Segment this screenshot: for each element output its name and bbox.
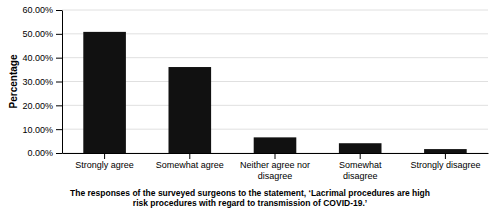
y-tick-label: 40.00% (22, 53, 53, 63)
y-tick-label: 0.00% (27, 148, 53, 158)
grid-line (62, 10, 488, 11)
x-tick-label-line: Somewhat (339, 160, 382, 170)
x-tick: Somewhat agree (156, 153, 224, 170)
y-tick-label: 50.00% (22, 29, 53, 39)
grid-line (62, 105, 488, 106)
x-tick: Strongly agree (75, 153, 134, 170)
grid-line (62, 57, 488, 58)
x-tick-label: Somewhatdisagree (339, 160, 382, 180)
y-tick-label: 30.00% (22, 77, 53, 87)
grid-line (62, 33, 488, 34)
y-tick: 30.00% (22, 77, 62, 87)
x-tick-label: Strongly agree (75, 160, 134, 170)
x-tick-label: Neither agree nordisagree (240, 160, 310, 180)
x-tick-label: Strongly disagree (410, 160, 480, 170)
x-tick: Strongly disagree (410, 153, 480, 170)
caption-line: risk procedures with regard to transmiss… (133, 198, 367, 208)
y-tick-label: 60.00% (22, 5, 53, 15)
y-tick-label: 20.00% (22, 101, 53, 111)
x-tick-label-line: Somewhat agree (156, 160, 224, 170)
bar (254, 137, 297, 153)
x-tick-label-line: Neither agree nor (240, 160, 310, 170)
y-tick-line (56, 34, 62, 35)
x-tick-line (104, 153, 105, 159)
x-tick-line (275, 153, 276, 159)
x-tick-label-line: disagree (343, 171, 378, 181)
chart: 0.00% 10.00% 20.00% 30.00% 40.00% 50.00% 60.00… (0, 0, 500, 215)
y-tick: 40.00% (22, 53, 62, 63)
y-tick-line (56, 129, 62, 130)
x-tick-label: Somewhat agree (156, 160, 224, 170)
y-axis-title: Percentage (8, 54, 19, 108)
y-tick: 50.00% (22, 29, 62, 39)
x-tick-line (360, 153, 361, 159)
x-tick-label-line: disagree (258, 171, 293, 181)
y-tick-line (56, 58, 62, 59)
y-tick-line (56, 10, 62, 11)
grid-line (62, 81, 488, 82)
x-tick-label-line: Strongly disagree (410, 160, 480, 170)
y-axis: 0.00% 10.00% 20.00% 30.00% 40.00% 50.00% 60.00… (22, 5, 62, 158)
grid-line (62, 129, 488, 130)
x-tick: Somewhatdisagree (339, 153, 382, 181)
y-tick-line (56, 105, 62, 106)
y-tick: 60.00% (22, 5, 62, 15)
y-tick-label: 10.00% (22, 125, 53, 135)
bar (424, 149, 467, 153)
bar (169, 67, 212, 153)
bar (83, 32, 126, 153)
bar (339, 143, 382, 153)
y-axis-line (62, 11, 63, 154)
x-axis: Strongly agree Somewhat agree Neither agre… (63, 153, 489, 181)
x-tick: Neither agree nordisagree (240, 153, 310, 181)
plot-area: 0.00% 10.00% 20.00% 30.00% 40.00% 50.00% 60.00… (22, 5, 488, 180)
x-tick-line (189, 153, 190, 159)
x-tick-label-line: Strongly agree (75, 160, 134, 170)
grid (62, 10, 488, 153)
y-tick: 0.00% (27, 148, 62, 158)
x-tick-line (445, 153, 446, 159)
bars (83, 32, 466, 153)
y-tick: 10.00% (22, 125, 62, 135)
caption-line: The responses of the surveyed surgeons t… (70, 188, 430, 198)
caption: The responses of the surveyed surgeons t… (70, 188, 430, 208)
y-tick: 20.00% (22, 101, 62, 111)
y-tick-line (56, 153, 62, 154)
y-tick-line (56, 82, 62, 83)
